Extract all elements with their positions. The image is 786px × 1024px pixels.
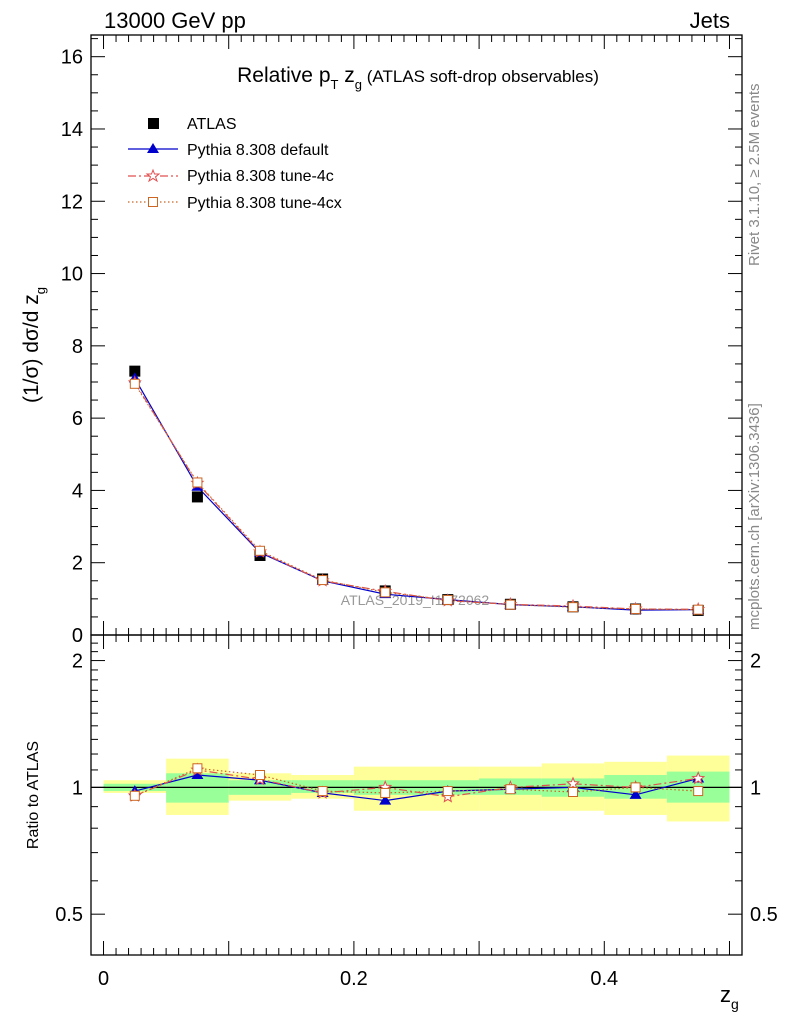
marker-ratio-s3-2 xyxy=(255,769,266,780)
series-line-main-1 xyxy=(134,378,699,611)
marker-main-s3-0 xyxy=(129,378,140,389)
ratio-y-tick-label-right: 2 xyxy=(750,651,761,673)
marker-ratio-s3-0 xyxy=(129,790,140,801)
marker-ratio-s3-1 xyxy=(192,763,203,774)
header-right-label: Jets xyxy=(689,8,730,33)
analysis-watermark: ATLAS_2019_I1772062 xyxy=(341,592,490,608)
x-tick-label: 0.4 xyxy=(590,968,618,990)
legend: ATLAS Pythia 8.308 default Pythia 8.308 … xyxy=(128,116,342,212)
series-line-main-3 xyxy=(134,383,699,611)
marker-ratio-s2-9 xyxy=(691,771,706,785)
marker-main-s3-8 xyxy=(630,603,641,614)
marker-ratio-s2-7 xyxy=(566,776,580,790)
svg-text:Pythia 8.308 tune-4cx: Pythia 8.308 tune-4cx xyxy=(187,195,342,212)
legend-entry-atlas: ATLAS xyxy=(148,116,237,133)
legend-entry-pythia-tune-4c: Pythia 8.308 tune-4c xyxy=(128,168,334,185)
marker-ratio-s3-6 xyxy=(505,784,516,795)
marker-ratio-s3-9 xyxy=(693,786,704,797)
main-y-tick-label: 10 xyxy=(61,264,83,286)
marker-main-s3-6 xyxy=(505,599,516,610)
svg-text:Pythia 8.308 tune-4c: Pythia 8.308 tune-4c xyxy=(187,168,334,185)
y-axis-label-main: (1/σ) dσ/d zg xyxy=(20,287,48,403)
marker-main-s3-7 xyxy=(567,602,578,613)
marker-main-s0-0 xyxy=(129,365,141,377)
marker-ratio-s3-4 xyxy=(380,787,391,798)
marker-main-s3-4 xyxy=(380,587,391,598)
main-y-tick-label: 0 xyxy=(72,625,83,647)
header-left-label: 13000 GeV pp xyxy=(104,8,246,33)
marker-main-s0-1 xyxy=(191,491,203,503)
x-tick-label: 0 xyxy=(98,968,109,990)
marker-ratio-s3-3 xyxy=(317,786,328,797)
marker-ratio-s3-5 xyxy=(442,786,453,797)
ratio-y-tick-label-left: 1 xyxy=(72,777,83,799)
y-axis-label-ratio: Ratio to ATLAS xyxy=(25,741,42,849)
marker-main-s3-1 xyxy=(192,477,203,488)
svg-text:Pythia 8.308 default: Pythia 8.308 default xyxy=(187,142,329,159)
ratio-y-tick-label-left: 2 xyxy=(72,651,83,673)
series-line-ratio-1 xyxy=(134,774,699,802)
marker-ratio-s3-8 xyxy=(630,782,641,793)
main-y-tick-label: 6 xyxy=(72,408,83,430)
marker-main-s3-2 xyxy=(255,545,266,556)
main-y-tick-label: 16 xyxy=(61,47,83,69)
main-y-tick-label: 14 xyxy=(61,119,83,141)
marker-ratio-s1-1 xyxy=(191,768,204,779)
main-y-tick-label: 12 xyxy=(61,191,83,213)
marker-ratio-s1-4 xyxy=(379,794,392,805)
marker-main-s3-3 xyxy=(317,575,328,586)
series-markers xyxy=(127,365,706,805)
ratio-y-tick-label-right: 0.5 xyxy=(750,904,778,926)
chart-title: Relative pT zg (ATLAS soft-drop observab… xyxy=(237,64,599,92)
legend-entry-pythia-tune-4cx: Pythia 8.308 tune-4cx xyxy=(128,195,342,212)
main-y-tick-label: 2 xyxy=(72,553,83,575)
marker-main-s3-9 xyxy=(693,604,704,615)
ratio-y-tick-label-left: 0.5 xyxy=(55,904,83,926)
series-line-main-2 xyxy=(134,382,699,610)
legend-entry-pythia-default: Pythia 8.308 default xyxy=(128,142,329,159)
series-lines xyxy=(134,378,699,802)
ratio-y-tick-label-right: 1 xyxy=(750,777,761,799)
x-axis-label: zg xyxy=(720,982,739,1012)
svg-text:ATLAS: ATLAS xyxy=(187,116,237,133)
marker-main-s3-5 xyxy=(442,594,453,605)
series-line-ratio-2 xyxy=(134,769,699,798)
main-y-tick-label: 8 xyxy=(72,336,83,358)
marker-ratio-s1-8 xyxy=(629,788,642,799)
main-y-tick-label: 4 xyxy=(72,480,83,502)
marker-ratio-s3-7 xyxy=(567,787,578,798)
x-tick-label: 0.2 xyxy=(340,968,368,990)
